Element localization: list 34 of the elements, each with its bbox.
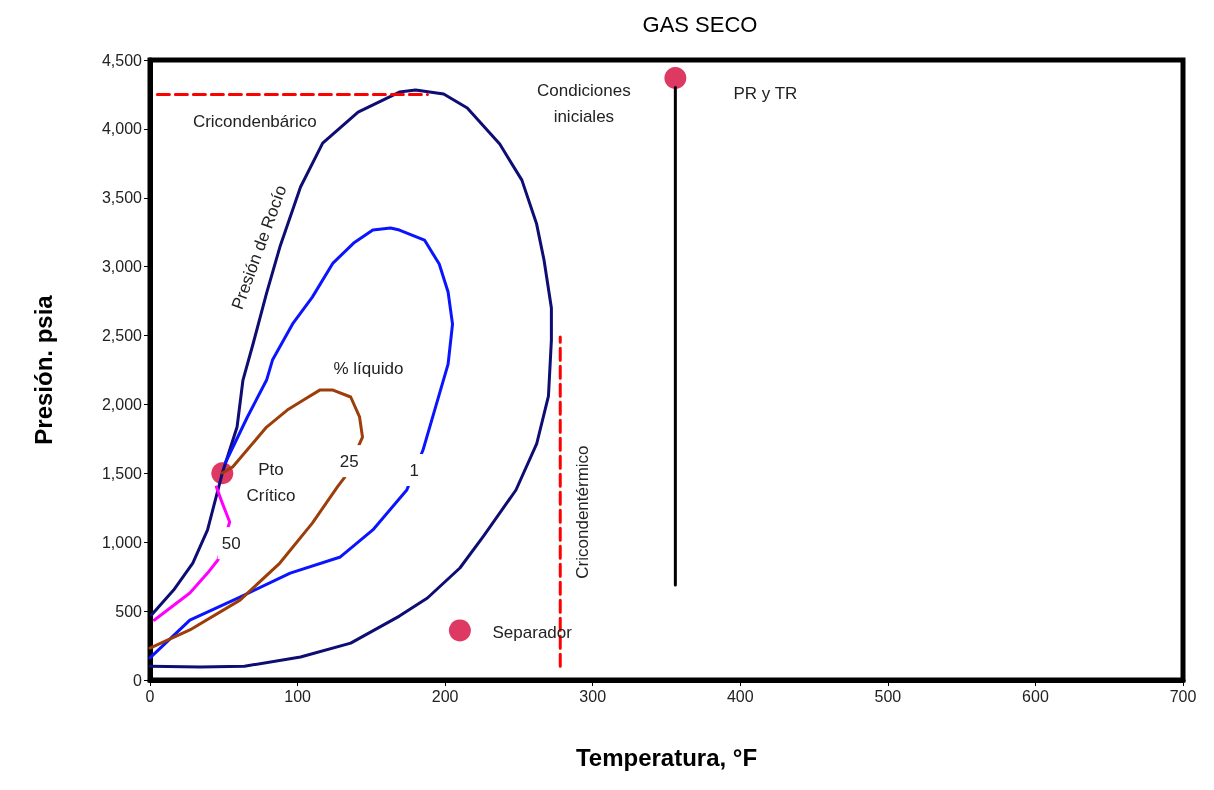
annotation: 1 bbox=[409, 460, 419, 480]
x-tick-label: 0 bbox=[145, 687, 155, 705]
point bbox=[664, 66, 687, 89]
annotation: Cricondentérmico bbox=[572, 445, 592, 579]
y-tick-label: 3,000 bbox=[101, 258, 143, 276]
y-tick-label: 3,500 bbox=[101, 189, 143, 207]
line-series bbox=[148, 388, 364, 650]
annotation: Pto Crítico bbox=[246, 459, 296, 505]
x-tick-label: 200 bbox=[431, 687, 459, 705]
annotation: % líquido bbox=[333, 358, 404, 378]
x-tick-label: 700 bbox=[1169, 687, 1197, 705]
x-tick-label: 400 bbox=[726, 687, 754, 705]
x-tick-label: 600 bbox=[1022, 687, 1049, 705]
x-axis-title: Temperatura, °F bbox=[575, 743, 758, 771]
annotation: Cricondenbárico bbox=[192, 111, 317, 131]
y-axis-title: Presión. psia bbox=[29, 294, 57, 445]
annotation: Condiciones iniciales bbox=[537, 80, 631, 126]
x-tick-label: 100 bbox=[284, 687, 312, 705]
y-tick-label: 4,500 bbox=[101, 51, 143, 69]
annotation: Separador bbox=[492, 622, 573, 642]
point bbox=[448, 619, 471, 642]
y-tick-label: 1,500 bbox=[101, 464, 143, 482]
x-tick-label: 300 bbox=[579, 687, 607, 705]
annotation: 25 bbox=[339, 451, 359, 471]
annotation: PR y TR bbox=[733, 83, 798, 103]
y-tick-label: 500 bbox=[115, 602, 143, 620]
chart-title: GAS SECO bbox=[642, 11, 758, 37]
y-tick-label: 0 bbox=[133, 671, 143, 689]
y-tick-label: 2,500 bbox=[101, 327, 143, 345]
y-tick-label: 2,000 bbox=[101, 395, 143, 413]
y-tick-label: 4,000 bbox=[101, 120, 143, 138]
x-tick-label: 500 bbox=[874, 687, 902, 705]
y-tick-label: 1,000 bbox=[101, 533, 143, 551]
annotation: 50 bbox=[221, 533, 241, 553]
